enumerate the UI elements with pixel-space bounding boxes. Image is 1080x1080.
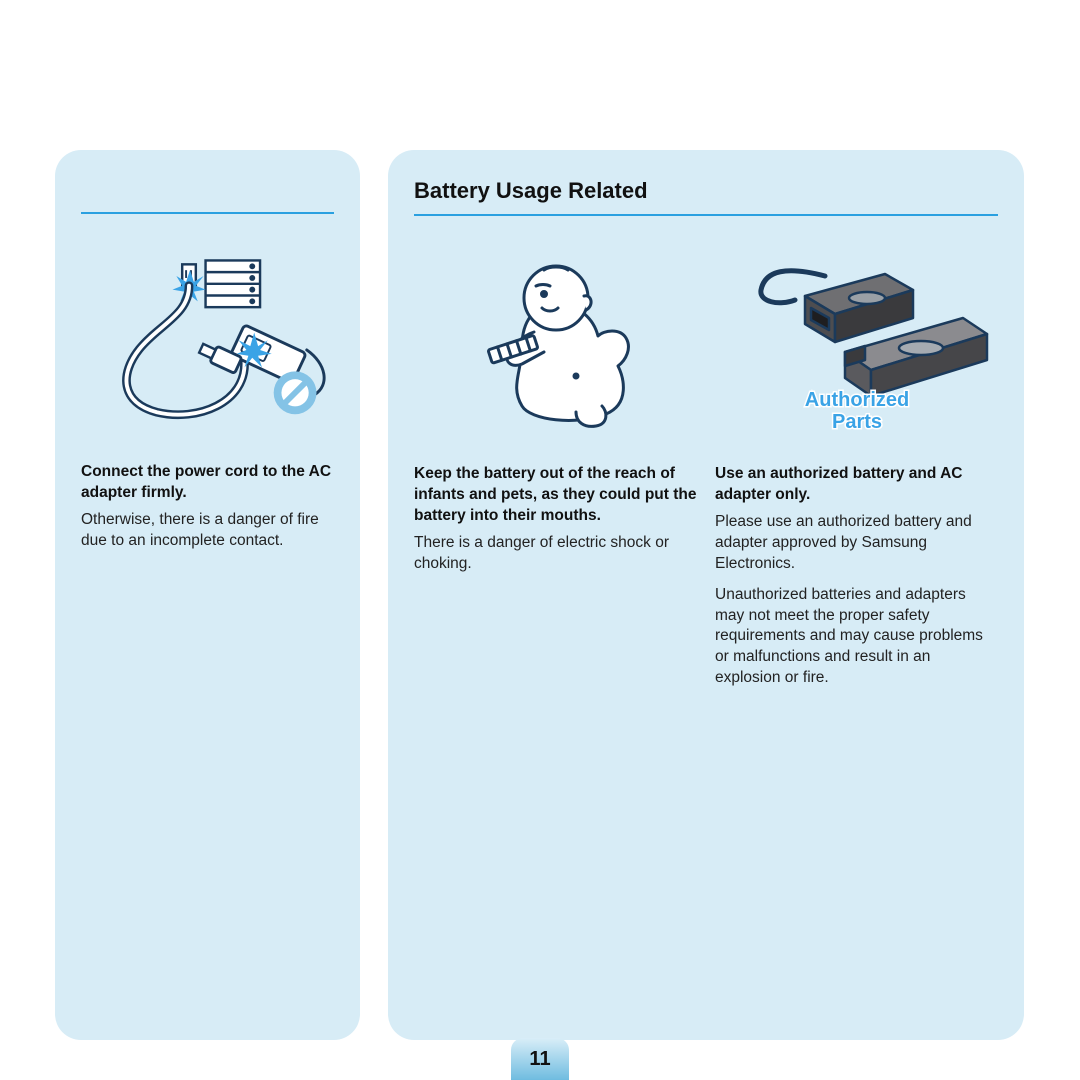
page-number: 11: [529, 1048, 550, 1071]
manual-page: Connect the power cord to the AC adapter…: [0, 0, 1080, 1080]
divider-rule: [414, 214, 998, 216]
left-heading: Connect the power cord to the AC adapter…: [81, 462, 334, 504]
power-cord-illustration: [81, 254, 334, 444]
svg-text:Parts: Parts: [831, 411, 881, 433]
right-col-1: Keep the battery out of the reach of inf…: [414, 256, 697, 699]
cards-row: Connect the power cord to the AC adapter…: [55, 150, 1025, 1040]
col1-body: There is a danger of electric shock or c…: [414, 533, 697, 575]
col2-heading: Use an authorized battery and AC adapter…: [715, 464, 998, 506]
col1-heading: Keep the battery out of the reach of inf…: [414, 464, 697, 527]
baby-illustration: [414, 256, 697, 446]
right-col-2: Authorized Parts Use an authorized batte…: [715, 256, 998, 699]
adapter-battery-illustration: Authorized Parts: [715, 256, 998, 446]
authorized-text-2: Parts: [831, 411, 881, 433]
svg-text:Authorized: Authorized: [804, 389, 908, 411]
col2-body-2: Unauthorized batteries and adapters may …: [715, 585, 998, 690]
section-title: Battery Usage Related: [414, 178, 998, 214]
authorized-text-1: Authorized: [804, 389, 908, 411]
right-card: Battery Usage Related: [388, 150, 1024, 1040]
col2-body-1: Please use an authorized battery and ada…: [715, 512, 998, 575]
prohibited-icon: [274, 371, 317, 414]
left-body: Otherwise, there is a danger of fire due…: [81, 510, 334, 552]
page-number-badge: 11: [511, 1038, 569, 1080]
left-card: Connect the power cord to the AC adapter…: [55, 150, 360, 1040]
divider-rule: [81, 212, 334, 214]
